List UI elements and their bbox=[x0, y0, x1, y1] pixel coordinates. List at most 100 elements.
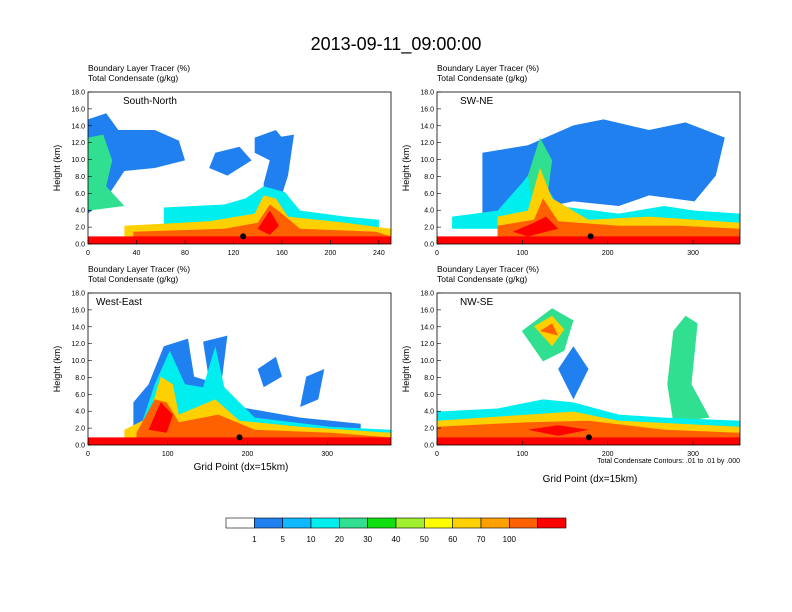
panel-label-tracer: Boundary Layer Tracer (%) bbox=[437, 63, 539, 73]
location-marker bbox=[236, 434, 243, 441]
y-tick-label: 6.0 bbox=[75, 191, 85, 198]
tracer-field bbox=[437, 119, 740, 244]
colorbar-label: 5 bbox=[280, 535, 285, 544]
tracer-region bbox=[133, 204, 391, 238]
colorbar: 1 5 10 20 30 40 50 60 70 100 bbox=[225, 517, 567, 544]
tracer-region bbox=[497, 198, 740, 238]
plot-frame bbox=[87, 292, 392, 446]
tracer-region bbox=[88, 134, 125, 211]
plot-frame bbox=[87, 91, 392, 245]
tracer-region bbox=[88, 113, 185, 214]
y-tick-label: 8.0 bbox=[75, 174, 85, 181]
x-tick-label: 200 bbox=[602, 451, 614, 458]
plot-area: 0.0 2.0 4.0 6.0 8.0 10.0 12.0 14.0 16.0 18.0 0 100 2… bbox=[71, 291, 392, 458]
colorbar-swatch bbox=[225, 517, 255, 529]
y-tick-label: 6.0 bbox=[424, 392, 434, 399]
tracer-region bbox=[148, 402, 173, 433]
x-tick-label: 200 bbox=[242, 451, 254, 458]
x-axis-label: Grid Point (dx=15km) bbox=[543, 474, 638, 485]
y-tick-label: 4.0 bbox=[424, 208, 434, 215]
panel-name: NW-SE bbox=[460, 297, 493, 308]
tracer-field bbox=[88, 113, 391, 244]
x-tick-label: 300 bbox=[687, 250, 699, 257]
y-tick-label: 4.0 bbox=[75, 409, 85, 416]
y-tick-label: 18.0 bbox=[71, 291, 85, 298]
panel-label-tracer: Boundary Layer Tracer (%) bbox=[437, 264, 539, 274]
x-tick-label: 100 bbox=[162, 451, 174, 458]
y-tick-label: 16.0 bbox=[420, 106, 434, 113]
x-tick-label: 100 bbox=[517, 451, 529, 458]
y-tick-label: 18.0 bbox=[420, 291, 434, 298]
tracer-region bbox=[300, 369, 325, 407]
y-tick-label: 0.0 bbox=[75, 242, 85, 249]
colorbar-label: 1 bbox=[252, 535, 257, 544]
y-tick-label: 12.0 bbox=[420, 341, 434, 348]
panel-west-east: Boundary Layer Tracer (%) Total Condensa… bbox=[52, 264, 392, 473]
colorbar-swatch bbox=[537, 517, 567, 529]
tracer-field bbox=[88, 335, 391, 445]
y-tick-label: 16.0 bbox=[71, 106, 85, 113]
panel-label-condensate: Total Condensate (g/kg) bbox=[88, 274, 178, 284]
y-axis-label: Height (km) bbox=[52, 145, 62, 192]
x-tick-label: 200 bbox=[325, 250, 337, 257]
terrain-band bbox=[437, 236, 740, 244]
panel-name: South-North bbox=[123, 96, 177, 107]
colorbar-swatch bbox=[395, 517, 425, 529]
plot-area: 0.0 2.0 4.0 6.0 8.0 10.0 12.0 14.0 16.0 18.0 0 100 2… bbox=[420, 90, 741, 257]
plot-frame bbox=[436, 292, 741, 446]
x-tick-label: 0 bbox=[435, 451, 439, 458]
tracer-region bbox=[136, 399, 391, 439]
panel-nw-se: Boundary Layer Tracer (%) Total Condensa… bbox=[401, 264, 741, 485]
contour-note: Total Condensate Contours: .01 to .01 by… bbox=[597, 458, 740, 465]
tracer-region bbox=[540, 323, 559, 336]
panel-label-tracer: Boundary Layer Tracer (%) bbox=[88, 63, 190, 73]
colorbar-label: 50 bbox=[420, 535, 429, 544]
y-axis-label: Height (km) bbox=[401, 346, 411, 393]
y-tick-label: 18.0 bbox=[71, 90, 85, 97]
plot-area: 0.0 2.0 4.0 6.0 8.0 10.0 12.0 14.0 16.0 18.0 0 40 80… bbox=[71, 90, 392, 257]
colorbar-swatch bbox=[282, 517, 312, 529]
y-tick-label: 14.0 bbox=[420, 123, 434, 130]
y-tick-label: 16.0 bbox=[420, 307, 434, 314]
y-tick-label: 12.0 bbox=[71, 341, 85, 348]
y-tick-label: 14.0 bbox=[71, 324, 85, 331]
x-tick-label: 0 bbox=[86, 250, 90, 257]
y-tick-label: 8.0 bbox=[424, 174, 434, 181]
x-tick-label: 0 bbox=[435, 250, 439, 257]
y-tick-label: 14.0 bbox=[420, 324, 434, 331]
y-tick-label: 2.0 bbox=[75, 225, 85, 232]
tracer-region bbox=[209, 146, 252, 176]
x-tick-label: 160 bbox=[276, 250, 288, 257]
panel-label-condensate: Total Condensate (g/kg) bbox=[437, 73, 527, 83]
y-tick-label: 10.0 bbox=[420, 157, 434, 164]
plot-frame bbox=[436, 91, 741, 245]
y-tick-label: 12.0 bbox=[71, 140, 85, 147]
location-marker bbox=[587, 233, 594, 240]
x-tick-label: 40 bbox=[133, 250, 141, 257]
x-tick-label: 240 bbox=[373, 250, 385, 257]
colorbar-label: 70 bbox=[477, 535, 486, 544]
x-tick-label: 300 bbox=[321, 451, 333, 458]
colorbar-swatch bbox=[254, 517, 283, 529]
colorbar-swatch bbox=[509, 517, 538, 529]
y-tick-label: 4.0 bbox=[75, 208, 85, 215]
panel-name: West-East bbox=[96, 297, 142, 308]
y-tick-label: 6.0 bbox=[424, 191, 434, 198]
colorbar-label: 100 bbox=[503, 535, 517, 544]
panel-south-north: Boundary Layer Tracer (%) Total Condensa… bbox=[52, 63, 392, 257]
terrain-band bbox=[88, 437, 391, 445]
tracer-region bbox=[257, 356, 282, 388]
x-tick-label: 100 bbox=[517, 250, 529, 257]
y-tick-label: 10.0 bbox=[71, 157, 85, 164]
tracer-region bbox=[437, 420, 740, 441]
colorbar-swatch bbox=[424, 517, 453, 529]
location-marker bbox=[585, 434, 592, 441]
y-axis-label: Height (km) bbox=[52, 346, 62, 393]
tracer-field bbox=[437, 308, 740, 445]
y-axis-label: Height (km) bbox=[401, 145, 411, 192]
y-tick-label: 10.0 bbox=[71, 358, 85, 365]
colorbar-swatch bbox=[452, 517, 482, 529]
tracer-region bbox=[497, 168, 740, 235]
y-tick-label: 12.0 bbox=[420, 140, 434, 147]
